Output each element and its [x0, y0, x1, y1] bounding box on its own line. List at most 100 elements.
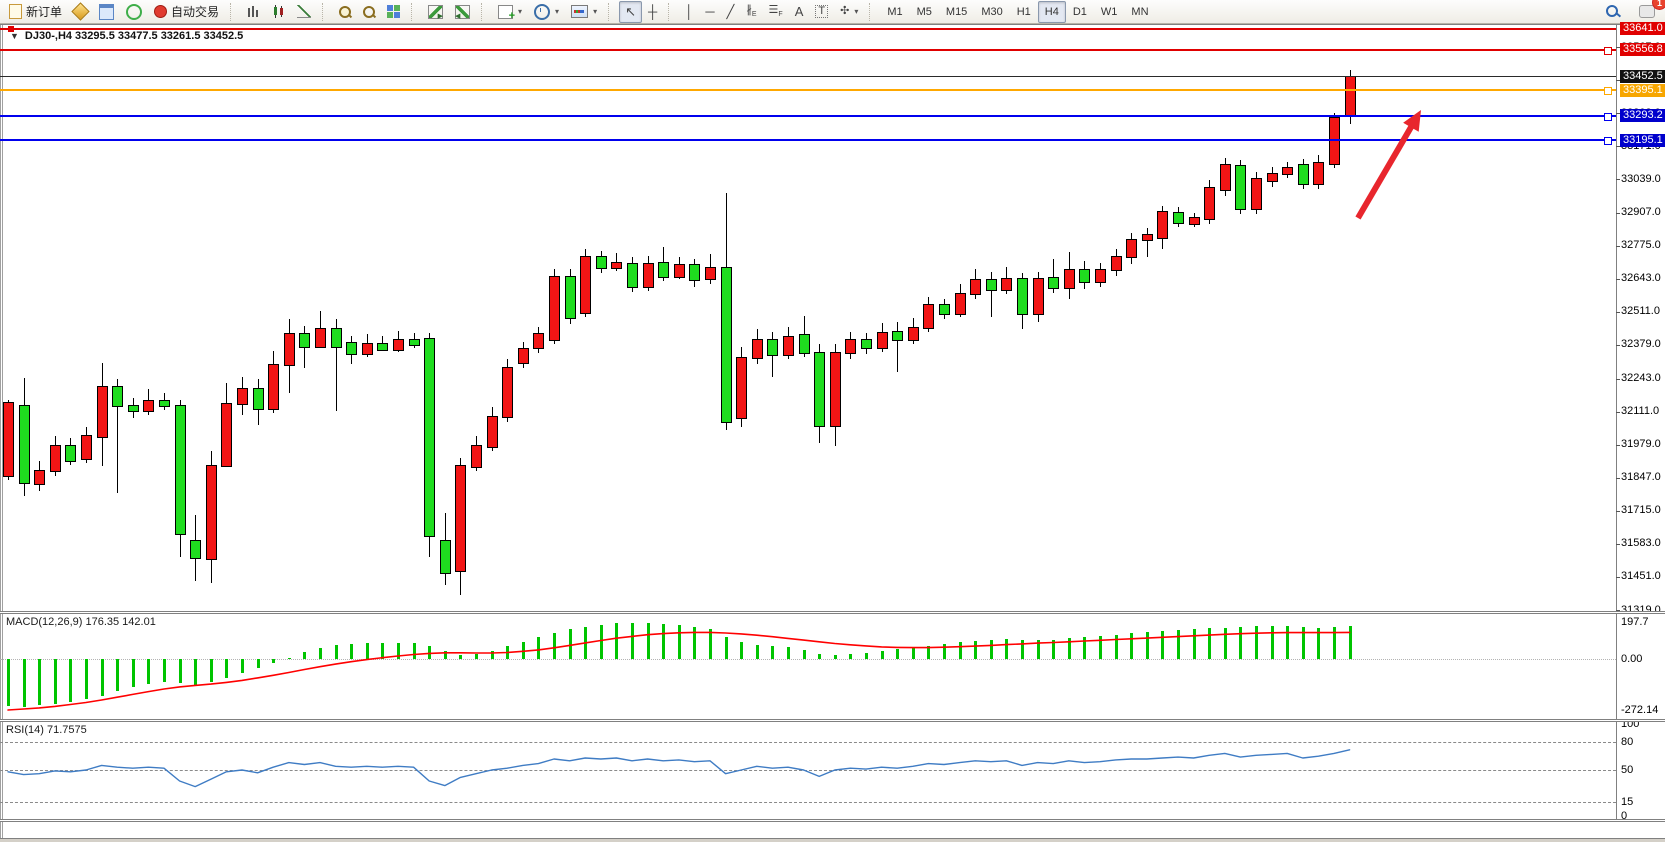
macd-histogram-bar — [1255, 626, 1258, 659]
candle-wick — [335, 319, 337, 411]
strategy-tester-button[interactable] — [120, 1, 148, 23]
macd-histogram-bar — [1208, 628, 1212, 659]
chat-bubble-icon — [1639, 4, 1655, 18]
macd-histogram-bar — [849, 654, 853, 659]
fibonacci-button[interactable]: ☰F — [763, 1, 789, 23]
chart-plot-area[interactable] — [0, 25, 1620, 841]
timeframe-h1[interactable]: H1 — [1016, 5, 1031, 18]
candle-body — [970, 279, 982, 296]
symbol-dropdown-icon[interactable]: ▼ — [10, 31, 19, 41]
search-button[interactable] — [1600, 0, 1625, 22]
horizontal-line-button[interactable]: ─ — [699, 1, 720, 23]
zoom-in-button[interactable] — [333, 1, 357, 23]
market-watch-button[interactable] — [68, 1, 93, 23]
orange-level-line[interactable] — [0, 89, 1616, 92]
arrows-button[interactable]: ✣ ▾ — [834, 1, 864, 23]
crosshair-button[interactable]: ┼ — [642, 1, 663, 23]
trendline-button[interactable]: ╱ — [721, 1, 741, 23]
macd-rsi-separator[interactable] — [0, 719, 1665, 722]
timeframe-w1[interactable]: W1 — [1100, 5, 1118, 18]
toolbar-separator — [668, 2, 674, 21]
auto-scroll-icon — [428, 4, 444, 20]
notifications-button[interactable]: 1 — [1633, 0, 1665, 22]
macd-histogram-bar — [755, 644, 759, 659]
channel-button[interactable]: ∦E — [740, 1, 762, 23]
data-window-button[interactable] — [93, 1, 120, 23]
tile-windows-button[interactable] — [381, 1, 406, 23]
candle-body — [642, 263, 654, 288]
macd-histogram-bar — [506, 646, 510, 659]
price-tick-mark — [1616, 80, 1620, 82]
macd-histogram-bar — [1286, 626, 1290, 659]
price-tick-mark — [1616, 179, 1620, 181]
zoom-out-button[interactable] — [357, 1, 381, 23]
resistance-line-1-handle[interactable] — [8, 25, 14, 32]
timeframe-m15[interactable]: M15 — [945, 5, 968, 18]
orange-level-line-handle[interactable] — [1604, 87, 1612, 96]
auto-scroll-button[interactable] — [422, 1, 449, 23]
text-label-icon: T — [815, 5, 829, 18]
candle-body — [985, 279, 997, 292]
timeframe-m1[interactable]: M1 — [887, 5, 903, 18]
add-indicator-button[interactable]: ▾ — [492, 1, 528, 23]
toolbar-separator — [869, 2, 875, 21]
candle-body — [127, 404, 139, 412]
cursor-button[interactable]: ↖ — [619, 0, 642, 23]
price-tick-mark — [1616, 146, 1620, 148]
macd-histogram-bar — [178, 659, 182, 683]
period-button[interactable]: ▾ — [528, 1, 565, 23]
autotrade-button[interactable]: 自动交易 — [148, 1, 225, 23]
candle-body — [221, 403, 233, 467]
chart-shift-button[interactable] — [449, 1, 476, 23]
main-toolbar: 新订单 自动交易 ▾ ▾ — [0, 0, 1665, 24]
candle-body — [1173, 211, 1184, 224]
candle-body — [455, 464, 467, 572]
timeframe-m5[interactable]: M5 — [916, 5, 932, 18]
main-macd-separator[interactable] — [0, 611, 1665, 614]
macd-histogram-bar — [1348, 626, 1352, 659]
candle-body — [96, 385, 108, 438]
current-price-line[interactable] — [0, 76, 1616, 77]
macd-histogram-bar — [802, 650, 806, 659]
macd-histogram-bar — [584, 626, 588, 659]
price-tick-label: 31979.0 — [1621, 438, 1661, 451]
macd-histogram-bar — [989, 639, 993, 659]
market-watch-icon — [71, 2, 90, 21]
price-tick-label: 32775.0 — [1621, 239, 1661, 252]
timeframe-mn[interactable]: MN — [1131, 5, 1149, 18]
blue-level-line-1[interactable] — [0, 114, 1616, 117]
text-button[interactable]: A — [789, 1, 810, 23]
toolbar-separator — [481, 2, 487, 21]
timeframe-m30[interactable]: M30 — [981, 5, 1003, 18]
candle-wick — [382, 335, 384, 351]
line-chart-button[interactable] — [291, 1, 317, 23]
blue-level-line-1-handle[interactable] — [1604, 112, 1612, 121]
resistance-line-2-handle[interactable] — [1604, 46, 1612, 55]
new-order-button[interactable]: 新订单 — [3, 1, 68, 23]
bar-chart-button[interactable] — [241, 1, 266, 23]
macd-histogram-bar — [365, 643, 369, 659]
macd-histogram-bar — [568, 629, 572, 659]
macd-histogram-bar — [319, 647, 322, 659]
candle-body — [1251, 177, 1262, 211]
candle-body — [767, 339, 779, 357]
macd-histogram-bar — [38, 659, 42, 705]
rsi-scale-label: 0 — [1621, 810, 1628, 822]
template-button[interactable]: ▾ — [565, 1, 603, 23]
candlestick-chart-button[interactable] — [266, 1, 291, 23]
line-chart-icon — [297, 5, 312, 18]
resistance-line-2[interactable] — [0, 48, 1616, 51]
blue-level-line-2-handle[interactable] — [1604, 137, 1612, 146]
text-label-button[interactable]: T — [809, 1, 834, 23]
blue-level-line-2[interactable] — [0, 139, 1616, 142]
vertical-line-button[interactable]: │ — [679, 1, 699, 23]
resistance-line-1[interactable] — [0, 27, 1616, 30]
timeframe-h4[interactable]: H4 — [1037, 0, 1066, 23]
macd-histogram-bar — [428, 645, 432, 659]
macd-histogram-bar — [677, 624, 681, 659]
macd-histogram-bar — [475, 654, 478, 659]
rsi-timeaxis-separator[interactable] — [0, 819, 1665, 822]
timeframe-d1[interactable]: D1 — [1072, 5, 1087, 18]
candle-body — [1095, 269, 1106, 283]
toolbar-group-cursor: ↖ ┼ — [616, 0, 666, 23]
